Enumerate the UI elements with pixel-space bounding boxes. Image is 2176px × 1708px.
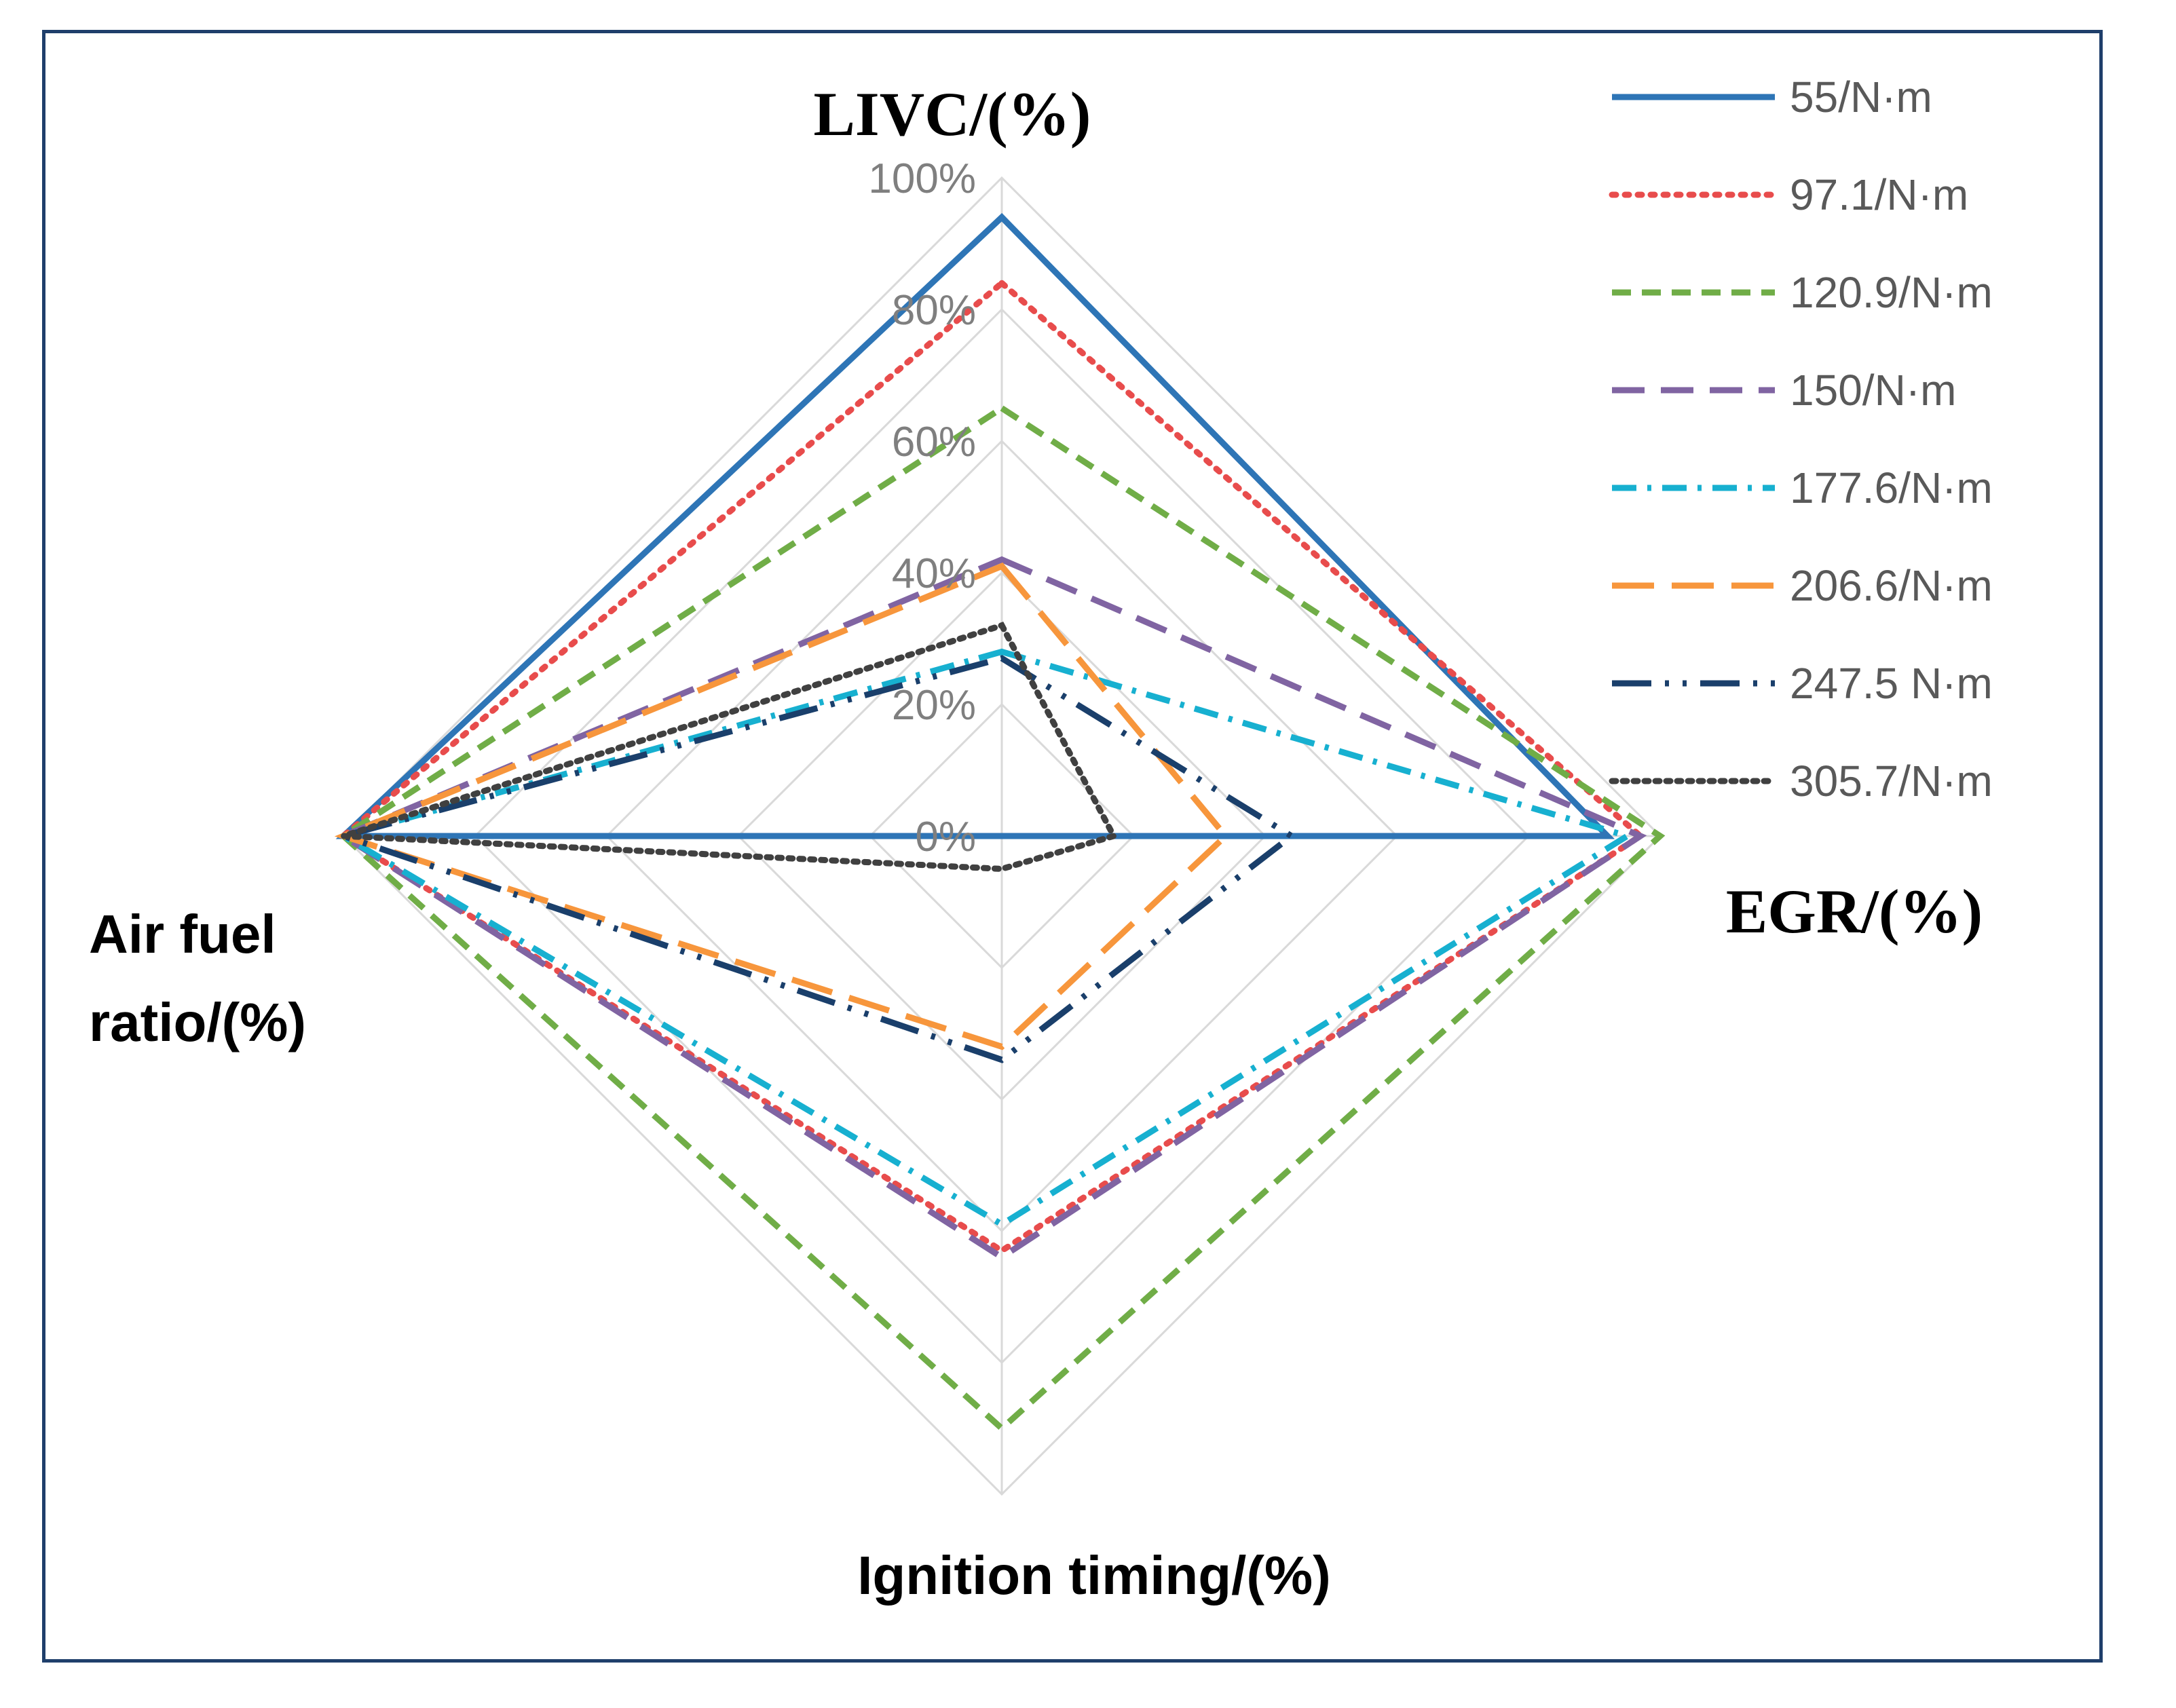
tick-label: 0% <box>915 814 976 860</box>
legend-label-7: 305.7/N·m <box>1790 757 1993 805</box>
legend: 55/N·m 97.1/N·m 120.9/N·m 150/N·m 177.6/N·m 2… <box>1609 73 1993 805</box>
legend-label-6: 247.5 N·m <box>1790 659 1993 708</box>
tick-labels: 0% 20% 40% 60% 80% 100% <box>868 155 976 860</box>
legend-label-4: 177.6/N·m <box>1790 463 1993 512</box>
axis-label-livc: LIVC/(%) <box>814 79 1091 149</box>
tick-label: 80% <box>892 287 976 334</box>
axis-label-air-fuel-ratio-line1: Air fuel <box>89 904 276 964</box>
legend-label-1: 97.1/N·m <box>1790 170 1968 219</box>
tick-label: 20% <box>892 682 976 729</box>
legend-label-3: 150/N·m <box>1790 366 1956 415</box>
radar-chart: 0% 20% 40% 60% 80% 100% LIVC/(%) EGR/(%) Igni… <box>89 73 1993 1606</box>
series-line-6 <box>333 655 1297 1063</box>
chart-frame: 0% 20% 40% 60% 80% 100% LIVC/(%) EGR/(%) Igni… <box>42 30 2103 1663</box>
axis-label-air-fuel-ratio-line2: ratio/(%) <box>89 992 306 1052</box>
tick-label: 60% <box>892 419 976 466</box>
tick-label: 40% <box>892 550 976 597</box>
radar-grid <box>341 176 1662 1496</box>
legend-label-0: 55/N·m <box>1790 73 1932 121</box>
series-line-7 <box>342 622 1119 873</box>
series-group <box>333 212 1666 1433</box>
series-line-4 <box>335 648 1635 1228</box>
series-line-2 <box>338 404 1666 1433</box>
legend-label-5: 206.6/N·m <box>1790 561 1993 610</box>
series-line-1 <box>338 279 1646 1255</box>
axis-label-egr: EGR/(%) <box>1726 877 1983 946</box>
series-line-3 <box>337 556 1647 1261</box>
axis-label-ignition-timing: Ignition timing/(%) <box>857 1545 1331 1606</box>
tick-label: 100% <box>868 155 976 202</box>
legend-label-2: 120.9/N·m <box>1790 268 1993 317</box>
series-line-5 <box>334 562 1230 1050</box>
